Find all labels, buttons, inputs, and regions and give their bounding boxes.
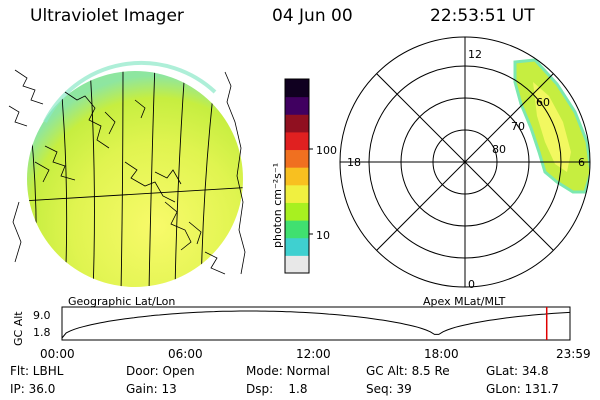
altitude-timeline: [61, 306, 571, 341]
footer-seq: Seq: 39: [366, 382, 412, 396]
mlat-label-60: 60: [536, 96, 550, 109]
polar-grid: [339, 36, 591, 288]
colorbar-tick-100: 100: [316, 144, 337, 157]
footer-gc-alt: GC Alt: 8.5 Re: [366, 364, 450, 378]
colorbar-segment: [285, 114, 309, 133]
colorbar-segment: [285, 79, 309, 98]
alt-xtick-0000: 00:00: [40, 347, 75, 361]
colorbar-tick-10: 10: [316, 229, 330, 242]
image-date: 04 Jun 00: [272, 6, 353, 26]
mlt-label-6: 6: [578, 156, 585, 169]
alt-xtick-1800: 18:00: [424, 347, 459, 361]
footer-gain: Gain: 13: [126, 382, 177, 396]
colorbar-segment: [285, 96, 309, 115]
geo-caption: Geographic Lat/Lon: [68, 295, 176, 308]
mlt-label-18: 18: [347, 156, 361, 169]
footer-dsp: Dsp: 1.8: [246, 382, 308, 396]
colorbar-segment: [285, 167, 309, 186]
colorbar-segment: [285, 237, 309, 256]
alt-xtick-1200: 12:00: [296, 347, 331, 361]
mlt-label-0: 0: [468, 278, 475, 291]
footer-door: Door: Open: [126, 364, 195, 378]
colorbar-segment: [285, 220, 309, 239]
coastlines: [8, 69, 226, 275]
mlat-label-70: 70: [511, 120, 525, 133]
polar-aurora: [513, 58, 590, 194]
footer-glon: GLon: 131.7: [486, 382, 559, 396]
image-title: Ultraviolet Imager: [30, 6, 184, 26]
alt-xtick-2359: 23:59: [556, 347, 591, 361]
footer-glat: GLat: 34.8: [486, 364, 549, 378]
mlat-label-80: 80: [492, 143, 506, 156]
geographic-map: [8, 60, 246, 287]
alt-ytick-top: 9.0: [33, 309, 51, 322]
footer-ip: IP: 36.0: [10, 382, 56, 396]
alt-xtick-0600: 06:00: [168, 347, 203, 361]
footer-flt: Flt: LBHL: [10, 364, 64, 378]
footer-mode: Mode: Normal: [246, 364, 330, 378]
colorbar-segment: [285, 184, 309, 203]
polar-caption: Apex MLat/MLT: [423, 295, 506, 308]
colorbar-segment: [285, 149, 309, 168]
colorbar-segment: [285, 255, 309, 274]
limb-edge: [43, 60, 217, 123]
mlt-label-12: 12: [468, 48, 482, 61]
polar-map: [339, 36, 591, 288]
colorbar-segment: [285, 202, 309, 221]
colorbar: [284, 78, 313, 274]
image-time: 22:53:51 UT: [430, 6, 535, 26]
colorbar-unit-label: photon cm⁻²s⁻¹: [271, 162, 284, 248]
aurora-disk: [27, 71, 243, 287]
alt-ytick-bottom: 1.8: [33, 326, 51, 339]
colorbar-segment: [285, 131, 309, 151]
coast-outside: [12, 71, 246, 275]
